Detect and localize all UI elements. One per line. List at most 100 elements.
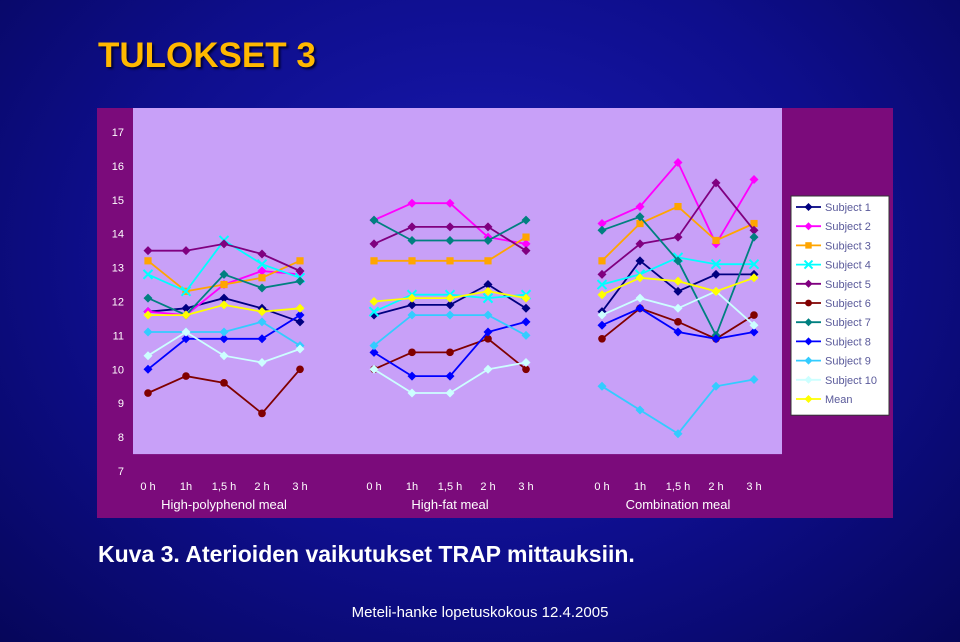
legend-label: Subject 1 [825,202,871,214]
data-point [597,225,607,235]
data-point [521,317,531,327]
data-point [219,269,229,279]
data-point [257,317,267,327]
data-point [445,388,455,398]
data-point [257,266,267,276]
legend-item: Subject 5 [796,279,871,291]
y-tick-label: 13 [112,263,124,275]
data-point [674,318,682,326]
data-point [407,198,417,208]
data-point [673,327,683,337]
legend-item: Subject 10 [796,375,877,387]
legend-label: Subject 8 [825,336,871,348]
data-point [296,257,304,265]
data-point [598,334,606,343]
data-point [750,219,758,228]
data-point [219,300,229,310]
data-point [521,239,531,249]
data-point [219,351,229,361]
data-point [673,303,683,313]
data-point [521,358,531,368]
data-point [219,327,229,337]
x-tick-label: 1,5 h [212,481,236,493]
data-point [446,348,454,357]
series-mean [143,273,759,320]
data-point [673,429,683,439]
legend-label: Subject 7 [825,317,871,329]
data-point [804,375,813,384]
data-point [143,364,153,374]
y-tick-label: 14 [112,229,124,241]
data-point [673,256,683,266]
data-point [257,249,267,259]
legend-label: Subject 4 [825,260,871,272]
data-point [445,222,455,232]
data-point [711,286,721,296]
data-point [483,310,493,320]
legend-item: Subject 8 [796,336,871,348]
data-point [295,303,305,313]
data-point [143,351,153,361]
x-group-label: Combination meal [626,497,731,512]
data-point [597,219,607,229]
data-point [483,235,493,245]
line-chart: 7 8 9 10 11 12 13 14 15 16 17 0 h 1h 1,5 h 2 h 3 h High-… [112,108,890,512]
x-tick-label: 3 h [518,481,533,493]
data-point [369,215,379,225]
x-tick-label: 1,5 h [438,481,462,493]
data-point [407,310,417,320]
x-tick-label: 2 h [480,481,495,493]
data-point [219,334,229,344]
data-point [295,317,305,327]
legend-item: Subject 6 [796,298,871,310]
x-tick-label: 2 h [708,481,723,493]
data-point [749,320,759,330]
y-tick-label: 10 [112,364,124,376]
data-point [407,235,417,245]
y-tick-label: 7 [118,466,124,478]
data-point [635,212,645,222]
data-point [258,409,266,418]
data-point [295,310,305,320]
footer-text: Meteli-hanke lopetuskokous 12.4.2005 [351,604,609,621]
data-point [598,257,606,265]
data-point [143,246,153,256]
data-point [408,257,416,265]
data-point [296,365,304,374]
legend-label: Mean [825,394,853,406]
data-point [445,235,455,245]
data-point [483,364,493,374]
data-point [144,257,152,265]
data-point [181,327,191,337]
data-point [143,310,153,320]
legend-label: Subject 5 [825,279,871,291]
legend-item: Subject 2 [796,221,871,233]
data-point [805,242,812,249]
data-point [408,348,416,357]
data-point [804,318,813,327]
y-tick-label: 9 [118,398,124,410]
data-point [370,257,378,265]
data-point [368,306,380,317]
data-point [445,310,455,320]
legend-item: Subject 4 [796,260,871,272]
data-point [144,389,152,397]
data-point [483,280,493,290]
data-point [597,310,607,320]
data-point [803,259,814,270]
data-point [445,293,455,303]
data-point [711,269,721,279]
data-point [407,300,417,310]
chart-panel: 7 8 9 10 11 12 13 14 15 16 17 0 h 1h 1,5 h 2 h 3 h High-… [97,108,893,518]
data-point [446,257,454,265]
data-point [483,286,493,296]
data-point [445,198,455,208]
legend-label: Subject 10 [825,375,877,387]
data-point [521,293,531,303]
series-subject-5 [143,178,759,279]
legend-label: Subject 2 [825,221,871,233]
x-tick-label: 0 h [594,481,609,493]
data-point [710,259,722,270]
data-point [804,395,813,403]
data-point [521,246,531,256]
